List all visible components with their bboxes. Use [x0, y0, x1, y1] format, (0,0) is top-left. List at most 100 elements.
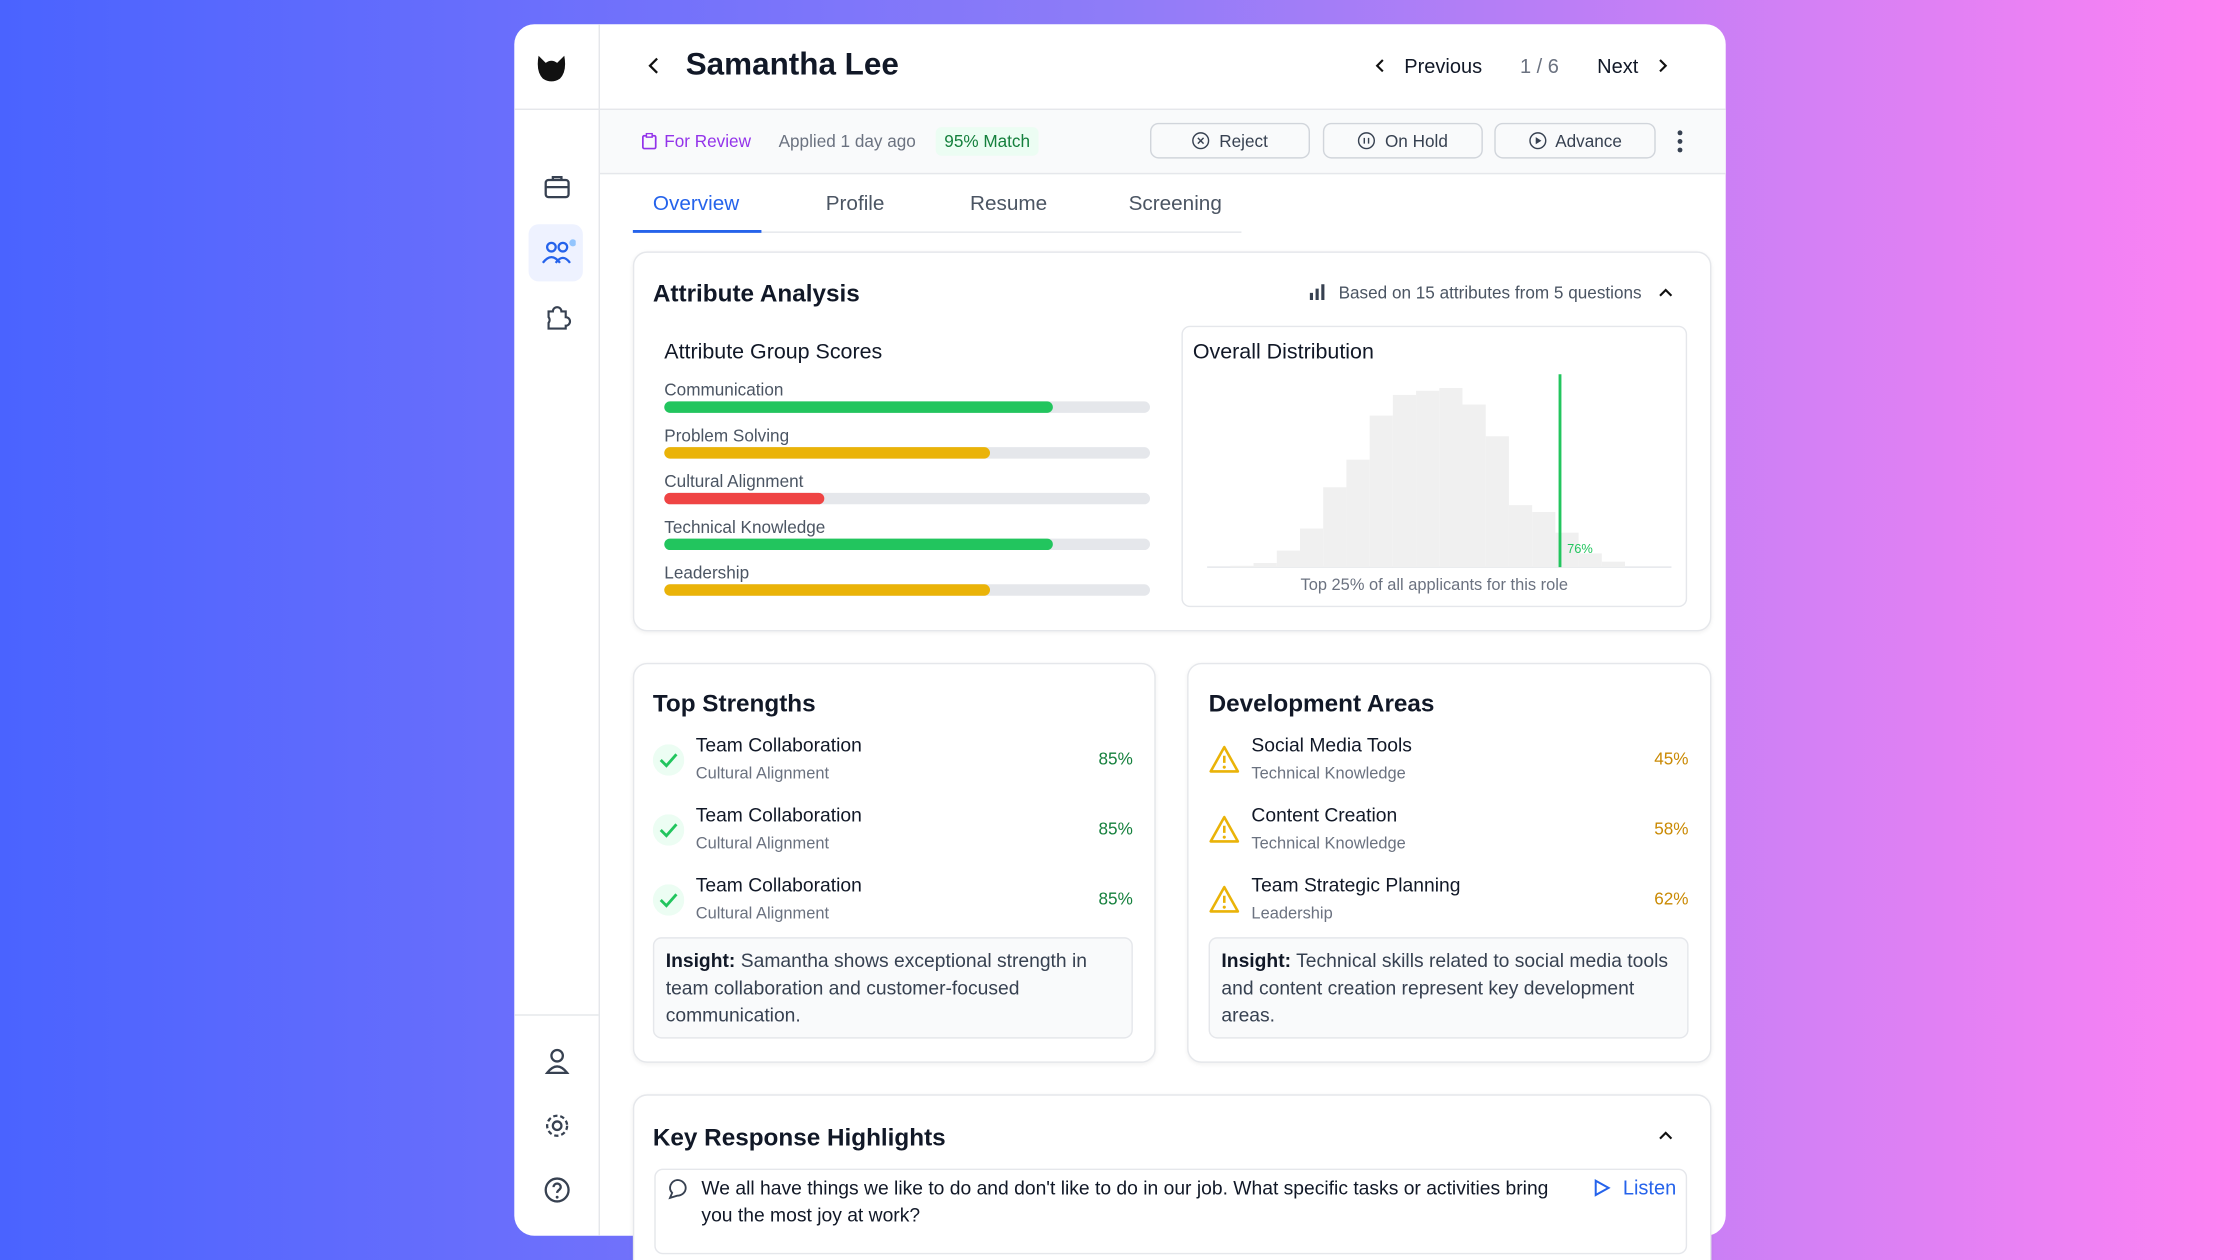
previous-button[interactable]: Previous: [1404, 54, 1483, 78]
prev-icon[interactable]: [1371, 57, 1388, 74]
active-nav[interactable]: [528, 224, 583, 282]
histogram-bar: [1323, 487, 1347, 568]
advance-button[interactable]: Advance: [1494, 122, 1656, 159]
histogram-bar: [1601, 561, 1625, 568]
tab[interactable]: Overview: [652, 192, 740, 216]
check-icon: [652, 814, 685, 846]
insight-label: Insight:: [1221, 949, 1292, 972]
next-button[interactable]: Next: [1597, 54, 1639, 78]
settings-icon[interactable]: [543, 1111, 572, 1140]
header-border: [514, 108, 1726, 110]
stage-badge: For Review: [664, 131, 751, 152]
warning-icon: [1209, 814, 1240, 845]
tab-border: [632, 231, 1242, 233]
item-score: 62%: [1654, 888, 1689, 909]
distribution-box: [1181, 325, 1688, 608]
question-box: [654, 1168, 1688, 1255]
item-group: Cultural Alignment: [695, 835, 830, 853]
insight-box: Insight: Samantha shows exceptional stre…: [652, 937, 1133, 1039]
histogram-bar: [1230, 565, 1254, 568]
match-badge: 95% Match: [935, 127, 1039, 156]
histogram-bar: [1369, 415, 1393, 568]
attribute-panel: [632, 251, 1712, 632]
bar: [664, 401, 1053, 413]
group-label: Technical Knowledge: [664, 517, 826, 538]
panel-title: Key Response Highlights: [652, 1124, 946, 1152]
histogram-bar: [1508, 505, 1533, 568]
more-menu[interactable]: [1673, 127, 1687, 156]
tab-indicator: [632, 229, 762, 233]
group-label: Problem Solving: [664, 425, 790, 446]
sidebar-divider: [514, 1014, 599, 1016]
histogram-bar: [1299, 528, 1324, 568]
item-group: Cultural Alignment: [695, 765, 830, 783]
position: 1 / 6: [1519, 54, 1559, 78]
bar: [664, 447, 990, 459]
bar-track: [664, 492, 1150, 505]
insight-text: Technical skills related to social media…: [1221, 949, 1669, 1026]
hold-button[interactable]: On Hold: [1322, 122, 1483, 159]
histogram-bar: [1253, 563, 1277, 568]
tab[interactable]: Screening: [1128, 192, 1222, 216]
panel-title: Development Areas: [1208, 689, 1435, 718]
button-label: Advance: [1555, 130, 1622, 151]
item-name: Team Strategic Planning: [1251, 874, 1461, 896]
histogram-bar: [1439, 388, 1463, 568]
help-icon[interactable]: [543, 1176, 572, 1205]
item-score: 85%: [1098, 888, 1133, 909]
account-icon[interactable]: [543, 1047, 572, 1076]
question-text: We all have things we like to do and don…: [701, 1177, 1549, 1226]
histogram-bar: [1578, 553, 1602, 568]
chart-icon: [1309, 284, 1325, 300]
item-name: Team Collaboration: [695, 804, 862, 826]
insight-label: Insight:: [665, 949, 736, 972]
item-group: Leadership: [1251, 905, 1333, 923]
histogram-bar: [1276, 550, 1300, 568]
distribution-caption: Top 25% of all applicants for this role: [1300, 577, 1569, 595]
panel-title: Attribute Analysis: [652, 279, 860, 308]
candidates-icon[interactable]: [541, 237, 576, 266]
item-name: Team Collaboration: [695, 874, 862, 896]
histogram-bar: [1346, 459, 1370, 568]
reject-button[interactable]: Reject: [1149, 122, 1310, 159]
group-label: Communication: [664, 379, 784, 400]
review-icon: [641, 132, 657, 150]
item-score: 85%: [1098, 748, 1133, 769]
section-title: Attribute Group Scores: [664, 339, 883, 365]
histogram-bar: [1532, 512, 1556, 568]
item-name: Team Collaboration: [695, 734, 862, 756]
integrations-icon[interactable]: [543, 303, 572, 332]
logo: [537, 55, 566, 82]
highlights-panel: [632, 1094, 1712, 1260]
tab[interactable]: Profile: [825, 192, 885, 216]
section-title: Overall Distribution: [1192, 339, 1374, 365]
bar: [664, 584, 990, 596]
sidebar-border: [598, 24, 600, 1236]
group-label: Leadership: [664, 562, 750, 583]
collapse-button[interactable]: [1657, 1127, 1674, 1144]
next-icon[interactable]: [1654, 57, 1671, 74]
insight-text: Samantha shows exceptional strength in t…: [665, 949, 1088, 1026]
question-icon: [668, 1179, 687, 1200]
warning-icon: [1209, 884, 1240, 915]
item-group: Technical Knowledge: [1251, 765, 1406, 783]
back-button[interactable]: [643, 54, 666, 77]
item-name: Social Media Tools: [1251, 734, 1412, 756]
check-icon: [652, 884, 685, 916]
play-icon[interactable]: [1593, 1179, 1612, 1198]
item-group: Technical Knowledge: [1251, 835, 1406, 853]
item-group: Cultural Alignment: [695, 905, 830, 923]
tab[interactable]: Resume: [969, 192, 1048, 216]
histogram-bar: [1392, 394, 1417, 568]
warning-icon: [1209, 744, 1240, 775]
candidate-name: Samantha Lee: [685, 45, 899, 82]
item-score: 58%: [1654, 818, 1689, 839]
collapse-button[interactable]: [1657, 284, 1674, 301]
jobs-icon[interactable]: [543, 173, 572, 202]
listen-button[interactable]: Listen: [1622, 1175, 1677, 1199]
insight-box: Insight: Technical skills related to soc…: [1208, 937, 1689, 1039]
bar: [664, 492, 825, 505]
button-label: Reject: [1219, 130, 1268, 151]
histogram-bar: [1416, 390, 1440, 568]
